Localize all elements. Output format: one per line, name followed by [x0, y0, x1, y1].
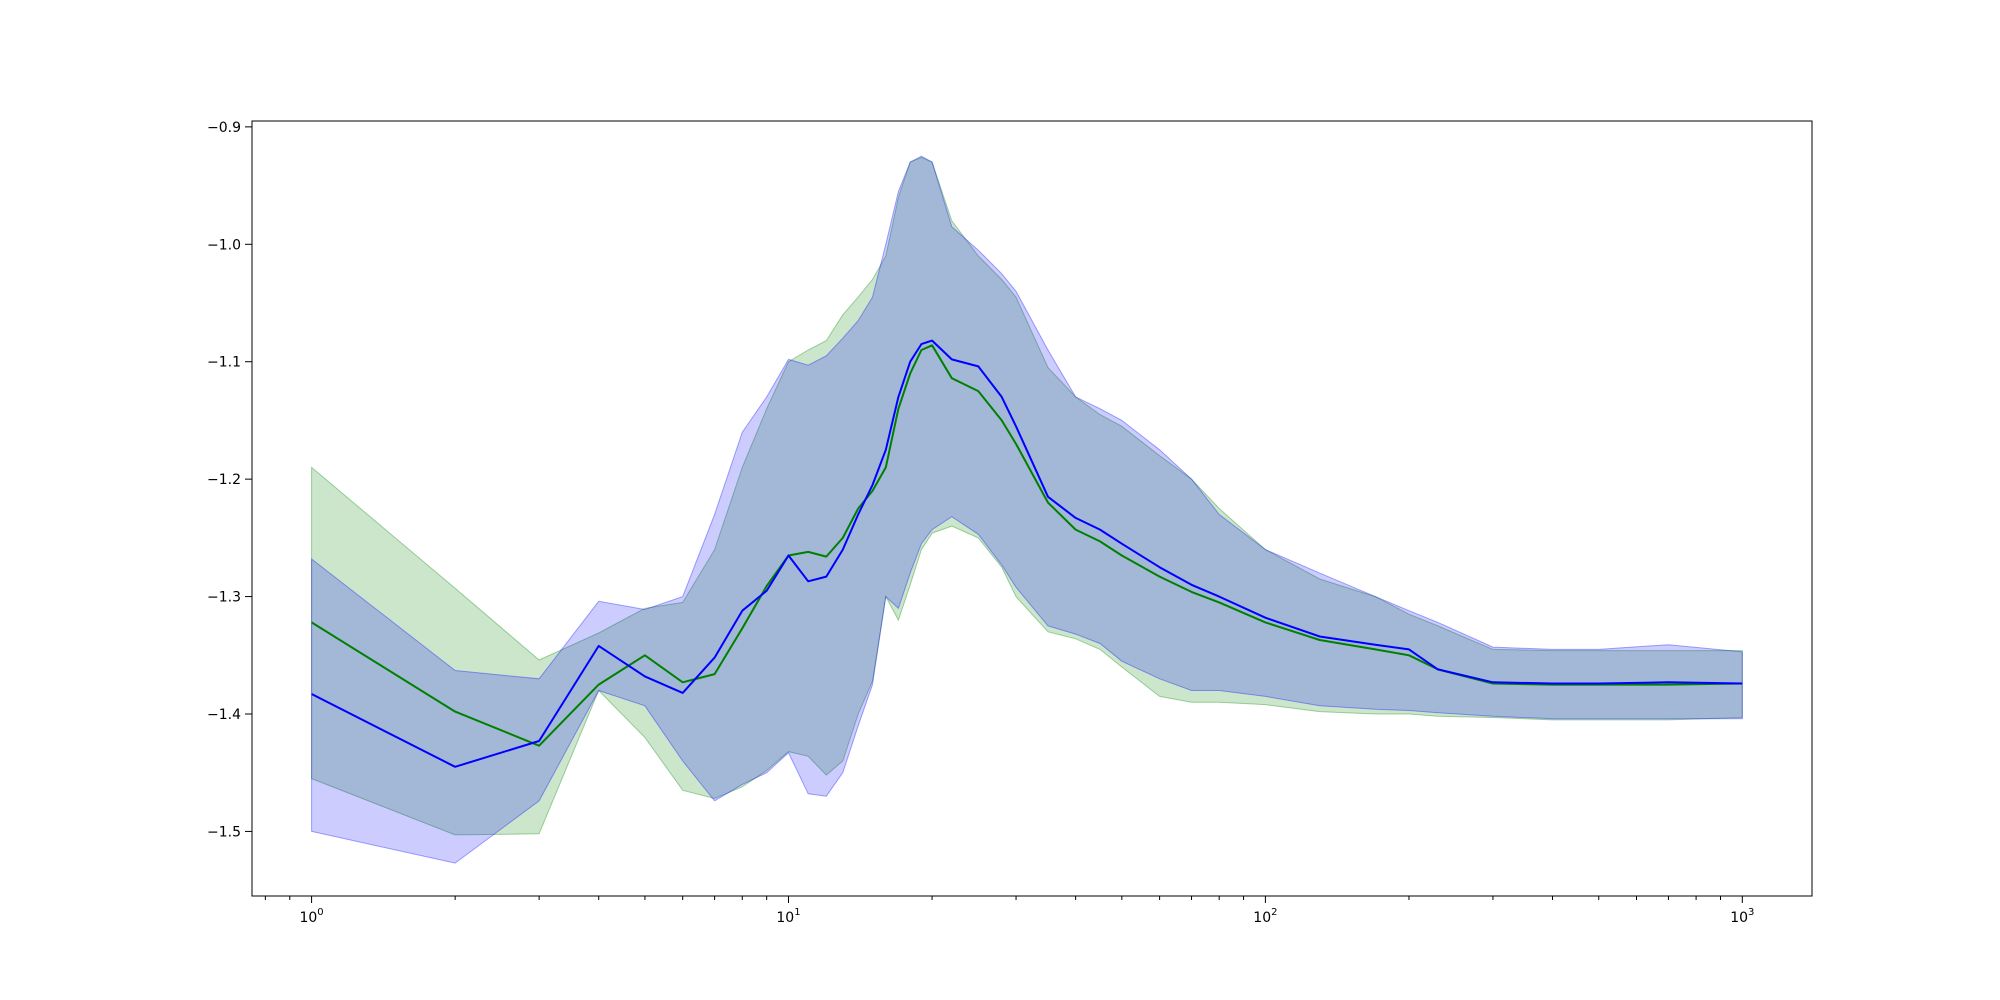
series-lines [311, 339, 1743, 768]
x-tick-exponent: 3 [1748, 907, 1754, 918]
series-line-1 [311, 344, 1743, 747]
y-tick-label: −1.1 [207, 355, 241, 371]
series-line-2 [311, 339, 1743, 768]
y-tick-label: −1.0 [207, 237, 241, 253]
x-tick-exponent: 0 [317, 907, 323, 918]
plot-area-frame [251, 120, 1813, 897]
x-tick-exponent: 1 [794, 907, 800, 918]
y-tick-label: −1.5 [207, 824, 241, 840]
y-tick-label: −1.2 [207, 472, 241, 488]
y-tick-label: −1.4 [207, 707, 241, 723]
y-tick-label: −1.3 [207, 590, 241, 606]
y-tick-label: −0.9 [207, 120, 241, 136]
x-tick-exponent: 2 [1271, 907, 1277, 918]
confidence-band-1 [311, 156, 1743, 836]
